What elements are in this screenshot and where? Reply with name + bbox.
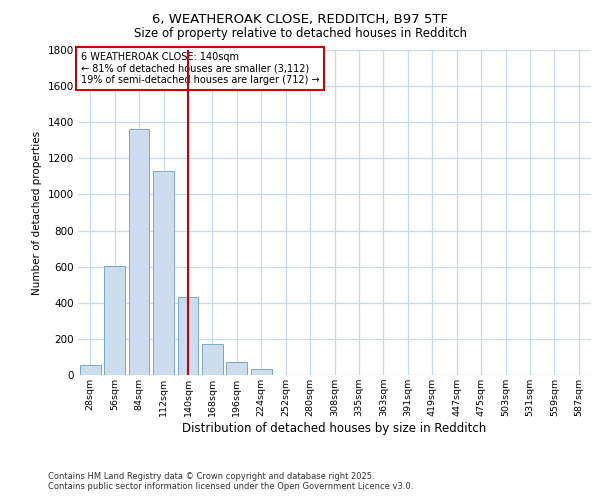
Text: 6, WEATHEROAK CLOSE, REDDITCH, B97 5TF: 6, WEATHEROAK CLOSE, REDDITCH, B97 5TF (152, 12, 448, 26)
Bar (104, 266, 125, 375)
X-axis label: Distribution of detached houses by size in Redditch: Distribution of detached houses by size … (182, 422, 487, 435)
Y-axis label: Number of detached properties: Number of detached properties (32, 130, 42, 294)
Bar (202, 344, 223, 375)
Bar (128, 128, 149, 375)
Bar (251, 368, 272, 375)
Bar (178, 298, 199, 375)
Bar (80, 365, 101, 375)
Text: 6 WEATHEROAK CLOSE: 140sqm
← 81% of detached houses are smaller (3,112)
19% of s: 6 WEATHEROAK CLOSE: 140sqm ← 81% of deta… (80, 52, 319, 85)
Bar (226, 362, 247, 375)
Text: Size of property relative to detached houses in Redditch: Size of property relative to detached ho… (133, 28, 467, 40)
Text: Contains HM Land Registry data © Crown copyright and database right 2025.: Contains HM Land Registry data © Crown c… (48, 472, 374, 481)
Text: Contains public sector information licensed under the Open Government Licence v3: Contains public sector information licen… (48, 482, 413, 491)
Bar (153, 171, 174, 375)
